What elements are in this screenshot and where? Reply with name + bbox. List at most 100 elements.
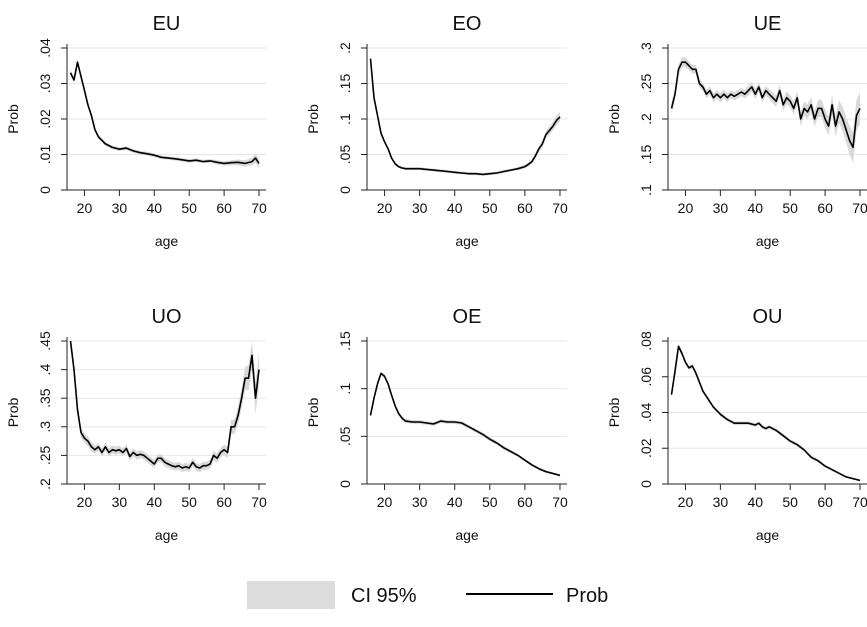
y-tick-label: .25 — [37, 445, 53, 465]
y-tick-label: .15 — [638, 145, 654, 165]
x-tick-label: 40 — [747, 200, 763, 216]
panel-title: EU — [153, 13, 181, 35]
y-tick-label: .2 — [337, 42, 353, 54]
ci-band — [70, 334, 259, 472]
y-tick-label: .04 — [638, 403, 654, 423]
panel-ou: 0 .02 .04 .06 .08 20 30 40 50 60 70 OU age Prob — [606, 306, 867, 543]
x-tick-label: 20 — [678, 200, 694, 216]
y-tick-label: .01 — [37, 145, 53, 165]
y-tick-label: .15 — [337, 74, 353, 94]
y-tick-label: .05 — [337, 145, 353, 165]
panel-title: OU — [753, 306, 783, 328]
y-axis-label: Prob — [305, 398, 321, 428]
x-tick-label: 30 — [412, 494, 428, 510]
x-tick-label: 70 — [251, 494, 267, 510]
y-tick-label: .2 — [37, 478, 53, 490]
panel-eo: 0 .05 .1 .15 .2 20 30 40 50 60 70 EO age Prob — [305, 13, 568, 249]
x-tick-label: 50 — [181, 494, 197, 510]
legend-ci-label: CI 95% — [351, 585, 417, 607]
x-axis-label: age — [155, 527, 179, 543]
x-tick-label: 30 — [713, 494, 729, 510]
y-tick-label: .35 — [37, 388, 53, 408]
x-axis-label: age — [455, 233, 479, 249]
prob-line — [369, 372, 561, 477]
y-tick-label: .45 — [37, 331, 53, 351]
x-tick-label: 70 — [852, 494, 867, 510]
x-tick-label: 50 — [482, 200, 498, 216]
y-axis-label: Prob — [606, 104, 622, 134]
x-tick-label: 40 — [747, 494, 763, 510]
y-tick-label: .2 — [638, 113, 654, 125]
x-tick-label: 50 — [782, 494, 798, 510]
legend-line-label: Prob — [566, 585, 608, 607]
y-tick-label: .3 — [638, 42, 654, 54]
x-tick-label: 60 — [817, 494, 833, 510]
x-tick-label: 60 — [517, 200, 533, 216]
prob-line — [369, 58, 561, 176]
y-tick-label: 0 — [37, 186, 53, 194]
x-tick-label: 20 — [77, 200, 93, 216]
x-tick-label: 40 — [447, 200, 463, 216]
y-tick-label: 0 — [337, 480, 353, 488]
y-tick-label: .08 — [638, 331, 654, 351]
y-tick-label: .3 — [37, 421, 53, 433]
x-tick-label: 60 — [216, 200, 232, 216]
ci-band — [370, 55, 560, 176]
panel-title: EO — [453, 13, 482, 35]
y-tick-label: .02 — [638, 438, 654, 458]
x-axis-label: age — [455, 527, 479, 543]
x-tick-label: 30 — [112, 494, 128, 510]
y-tick-label: 0 — [638, 480, 654, 488]
x-tick-label: 30 — [412, 200, 428, 216]
y-axis-label: Prob — [5, 398, 21, 428]
chart-panels: 0 .01 .02 .03 .04 20 30 40 50 60 70 EU age Prob 0 .05 .1… — [5, 13, 867, 543]
x-tick-label: 70 — [552, 494, 568, 510]
y-tick-label: .15 — [337, 331, 353, 351]
x-tick-label: 20 — [77, 494, 93, 510]
x-tick-label: 60 — [216, 494, 232, 510]
y-tick-label: .04 — [37, 38, 53, 58]
x-tick-label: 50 — [181, 200, 197, 216]
y-tick-label: 0 — [337, 186, 353, 194]
x-tick-label: 20 — [678, 494, 694, 510]
y-tick-label: .02 — [37, 109, 53, 129]
x-tick-label: 30 — [713, 200, 729, 216]
y-tick-label: .03 — [37, 74, 53, 94]
prob-line — [69, 61, 260, 165]
ci-band — [70, 59, 259, 169]
prob-line — [670, 61, 861, 149]
x-tick-label: 20 — [377, 494, 393, 510]
panel-ue: .1 .15 .2 .25 .3 20 30 40 50 60 70 UE age Prob — [606, 13, 867, 249]
y-tick-label: .4 — [37, 364, 53, 376]
x-tick-label: 70 — [852, 200, 867, 216]
panel-eu: 0 .01 .02 .03 .04 20 30 40 50 60 70 EU age Prob — [5, 13, 267, 249]
x-tick-label: 50 — [782, 200, 798, 216]
y-tick-label: .1 — [337, 113, 353, 125]
y-tick-label: .25 — [638, 74, 654, 94]
panel-oe: 0 .05 .1 .15 20 30 40 50 60 70 OE age Prob — [305, 306, 568, 543]
x-tick-label: 70 — [251, 200, 267, 216]
x-tick-label: 40 — [146, 494, 162, 510]
prob-line — [69, 340, 260, 469]
x-tick-label: 50 — [482, 494, 498, 510]
x-tick-label: 20 — [377, 200, 393, 216]
x-tick-label: 30 — [112, 200, 128, 216]
panel-title: UE — [754, 13, 782, 35]
x-axis-label: age — [155, 233, 179, 249]
y-tick-label: .05 — [337, 426, 353, 446]
x-tick-label: 60 — [817, 200, 833, 216]
legend: CI 95% Prob — [247, 581, 608, 609]
y-tick-label: .1 — [638, 184, 654, 196]
y-tick-label: .06 — [638, 367, 654, 387]
x-tick-label: 70 — [552, 200, 568, 216]
y-tick-label: .1 — [337, 383, 353, 395]
panel-uo: .2 .25 .3 .35 .4 .45 20 30 40 50 60 70 UO age Prob — [5, 306, 267, 543]
prob-line — [670, 345, 861, 482]
y-axis-label: Prob — [606, 398, 622, 428]
legend-ci-swatch — [247, 581, 335, 609]
x-tick-label: 60 — [517, 494, 533, 510]
panel-title: UO — [152, 306, 182, 328]
x-axis-label: age — [756, 527, 780, 543]
y-axis-label: Prob — [5, 104, 21, 134]
